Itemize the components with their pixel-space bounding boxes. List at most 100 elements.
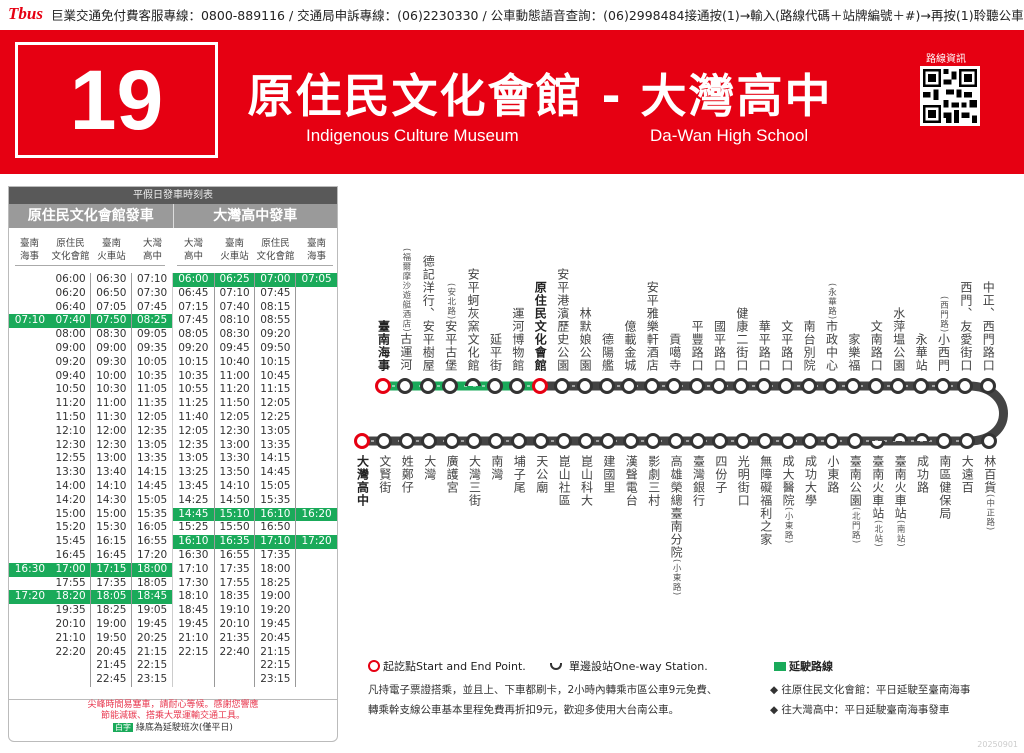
time-cell: 17:55 <box>51 576 92 591</box>
timetable: 平假日發車時刻表 原住民文化會館發車 大灣高中發車 臺南 海事 原住民 文化會館臺… <box>8 186 338 742</box>
time-cell: 06:45 <box>173 286 215 301</box>
time-cell: 15:05 <box>132 493 173 508</box>
column-headers: 臺南 海事 原住民 文化會館 臺南 火車站 大灣 高中 大灣 高中 臺南 火車站 原住民 文… <box>9 234 337 274</box>
table-row: 14:20 14:30 15:05 14:25 14:50 15:35 <box>9 493 337 508</box>
time-cell: 15:50 <box>215 521 256 536</box>
time-cell: 14:45 <box>172 507 215 522</box>
time-cell: 08:05 <box>173 328 215 342</box>
stop-label: 華平路口 <box>757 320 771 372</box>
time-cell: 17:15 <box>91 562 133 577</box>
time-cell: 17:20 <box>132 548 173 563</box>
time-cell <box>296 646 337 660</box>
time-cell: 08:25 <box>132 314 173 329</box>
version-date: 20250901 <box>977 740 1018 749</box>
stop-name: 平豐路口 <box>690 320 705 372</box>
time-cell: 18:25 <box>255 576 297 591</box>
stop-name: 埔子尾 <box>512 455 527 494</box>
stop-name: 光明街口 <box>736 455 751 507</box>
stop-label: 原住民文化會館 <box>533 281 547 372</box>
time-cell: 19:45 <box>132 617 173 632</box>
stop-icon <box>981 433 998 449</box>
time-cell <box>9 618 51 632</box>
stop-name: 臺南火車站 <box>870 455 885 520</box>
stop-name: 大灣高中 <box>355 455 370 507</box>
time-cell <box>9 577 51 591</box>
time-cell: 19:00 <box>91 617 133 632</box>
time-cell: 16:05 <box>132 521 173 536</box>
timetable-rows: 06:00 06:30 07:10 06:00 06:25 07:00 07:05 06:20… <box>9 273 337 687</box>
time-cell: 16:45 <box>91 548 133 563</box>
time-cell <box>296 590 337 604</box>
time-cell <box>296 673 337 687</box>
time-cell: 16:15 <box>91 535 133 549</box>
stop-name: 安平古堡 <box>443 320 458 372</box>
stop-name: 古運河 <box>398 333 413 372</box>
time-cell: 09:20 <box>173 341 215 356</box>
time-cell: 07:15 <box>173 300 215 315</box>
stop-name: 南區健保局 <box>937 455 952 520</box>
time-cell: 12:05 <box>173 424 215 439</box>
stop-name: 崑山社區 <box>557 455 572 507</box>
time-cell: 17:10 <box>173 562 215 577</box>
qr-code-icon[interactable] <box>920 66 980 126</box>
stop-label: 崑山社區 <box>557 455 572 507</box>
time-cell: 11:30 <box>91 410 133 425</box>
stop-label: 貢噶寺 <box>668 333 682 372</box>
time-cell: 16:20 <box>296 507 337 522</box>
stop-icon <box>442 378 459 394</box>
stop-name: 德記洋行、安平樹屋 <box>421 255 436 372</box>
time-cell <box>296 466 337 480</box>
time-cell: 09:45 <box>215 341 256 356</box>
stop-label: 南台別院 <box>802 320 816 372</box>
time-cell <box>9 646 51 660</box>
column-header: 原住民 文化會館 <box>256 238 295 262</box>
time-cell: 14:50 <box>215 493 256 508</box>
time-cell <box>9 273 51 287</box>
stop-icon <box>376 433 393 449</box>
time-cell: 21:15 <box>132 645 173 660</box>
column-header: 臺南 火車站 <box>220 238 249 262</box>
stop-icon <box>979 378 996 394</box>
stop-icon <box>846 433 863 449</box>
stop-icon <box>712 433 729 449</box>
time-cell: 17:00 <box>50 562 92 577</box>
time-cell <box>296 604 337 618</box>
time-cell: 07:45 <box>132 300 173 315</box>
time-cell: 11:25 <box>173 397 215 411</box>
hotline-bar: Tbus 巨業交通免付費客服專線：0800-889116 / 交通局申訴專線：(… <box>0 0 1024 28</box>
legend-start: 起訖點Start and End Point. <box>383 660 526 673</box>
time-cell: 16:10 <box>172 535 215 549</box>
table-row: 07:10 07:40 07:50 08:25 07:45 08:10 08:55 <box>9 314 337 329</box>
time-cell: 10:50 <box>51 383 92 398</box>
time-cell: 08:30 <box>91 328 133 342</box>
stop-icon <box>957 378 974 394</box>
stop-name: 林默娘公園 <box>578 307 593 372</box>
time-cell: 16:30 <box>9 562 51 577</box>
stop-label: 西門、友愛街口 <box>959 281 973 372</box>
time-cell: 16:10 <box>255 507 297 522</box>
time-cell: 19:00 <box>255 590 297 605</box>
time-cell: 07:40 <box>50 314 92 329</box>
time-cell: 12:30 <box>215 424 256 439</box>
stop-label: (安北路)安平古堡 <box>443 283 458 372</box>
time-cell: 23:15 <box>132 673 173 687</box>
time-cell: 14:15 <box>255 452 297 467</box>
time-cell: 10:15 <box>173 355 215 370</box>
time-cell: 10:15 <box>255 355 297 370</box>
time-cell: 13:05 <box>132 438 173 453</box>
stop-icon <box>555 433 572 449</box>
time-cell: 08:10 <box>215 314 256 329</box>
table-row: 22:20 20:45 21:15 22:15 22:40 21:15 <box>9 645 337 660</box>
time-cell: 13:00 <box>91 452 133 467</box>
stop-icon <box>645 433 662 449</box>
one-way-stop-icon <box>869 441 886 449</box>
time-cell <box>9 508 51 522</box>
table-row: 09:20 09:30 10:05 10:15 10:40 10:15 <box>9 355 337 370</box>
time-cell: 11:40 <box>173 410 215 425</box>
stop-label: 臺南火車站(南站) <box>893 455 907 548</box>
stop-label: 天公廟 <box>535 455 549 494</box>
stop-icon <box>779 433 796 449</box>
stop-name: 崑山科大 <box>579 455 594 507</box>
time-cell: 17:20 <box>9 590 51 605</box>
time-cell: 18:10 <box>173 590 215 605</box>
